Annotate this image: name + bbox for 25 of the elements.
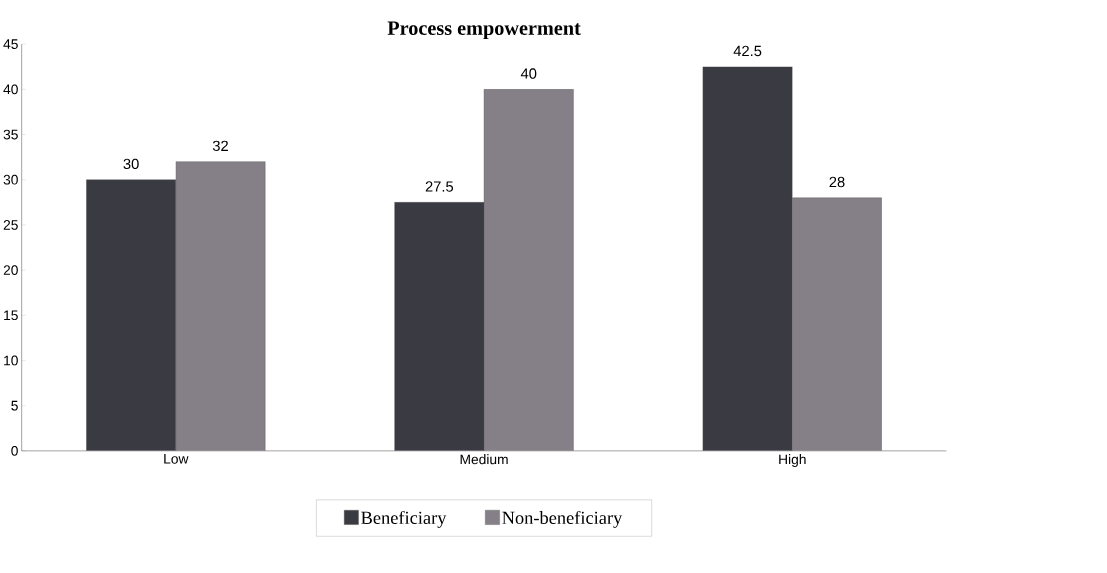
x-tick-label: Low bbox=[164, 454, 189, 464]
bar bbox=[702, 66, 793, 451]
y-tick-label: 40 bbox=[3, 84, 18, 95]
data-label: 30 bbox=[123, 158, 139, 169]
y-tick-label: 45 bbox=[3, 39, 18, 49]
data-label: 27.5 bbox=[425, 181, 454, 192]
x-tick-label: High bbox=[779, 454, 806, 467]
y-tick-label: 15 bbox=[4, 310, 18, 320]
y-tick-label: 0 bbox=[11, 445, 18, 456]
y-tick-label: 25 bbox=[3, 219, 18, 230]
y-tick-label: 10 bbox=[4, 355, 18, 366]
legend-label: Non-beneficiary bbox=[502, 510, 623, 528]
data-label: 42.5 bbox=[733, 45, 762, 57]
chart-title: Process empowerment bbox=[387, 21, 581, 39]
x-tick-label: Medium bbox=[460, 454, 508, 465]
y-tick-label: 20 bbox=[3, 265, 18, 275]
data-label: 32 bbox=[212, 140, 228, 151]
legend-label: Beneficiary bbox=[361, 510, 447, 528]
bar bbox=[394, 202, 485, 451]
y-tick-label: 35 bbox=[3, 129, 18, 140]
y-tick-label: 30 bbox=[3, 174, 18, 185]
y-tick-label: 5 bbox=[11, 400, 18, 411]
data-label: 28 bbox=[829, 176, 845, 188]
data-label: 40 bbox=[520, 68, 537, 79]
bar bbox=[86, 179, 176, 451]
